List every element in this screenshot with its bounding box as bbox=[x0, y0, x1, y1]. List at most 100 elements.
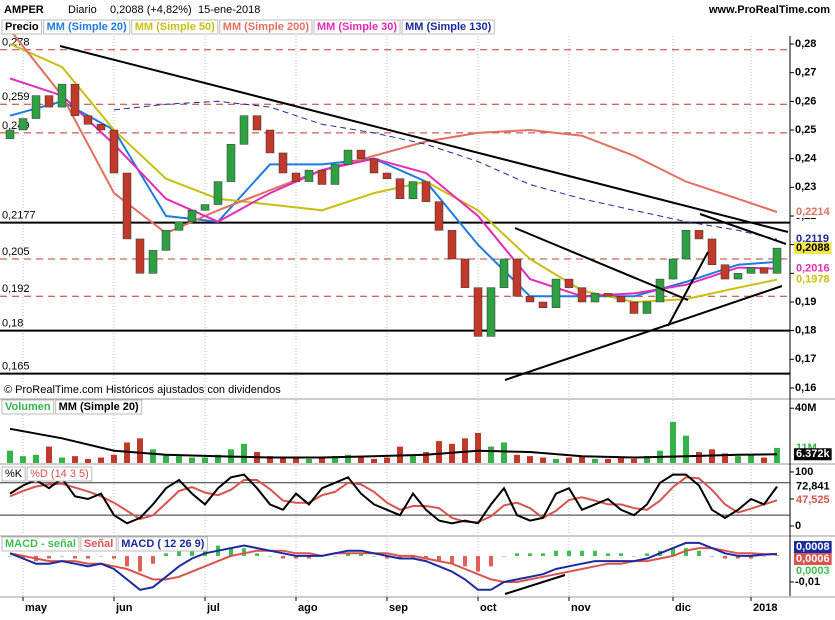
candle bbox=[642, 301, 652, 314]
macd-histogram-bar bbox=[671, 548, 675, 556]
candle bbox=[473, 287, 483, 337]
candle bbox=[213, 181, 223, 205]
legend-box bbox=[1, 19, 43, 35]
candle bbox=[681, 230, 691, 260]
last-value-box bbox=[794, 541, 832, 553]
volume-bar bbox=[462, 438, 468, 463]
last-value-label: 0,0008 bbox=[796, 541, 830, 553]
macd-histogram-bar bbox=[476, 555, 480, 572]
candle bbox=[18, 118, 28, 131]
legend-box bbox=[401, 19, 495, 35]
candle bbox=[57, 83, 67, 108]
trendline bbox=[667, 251, 709, 327]
legend-entry: MM (Simple 130) bbox=[405, 21, 492, 33]
candle bbox=[317, 169, 327, 185]
legend-entry: MM (Simple 50) bbox=[135, 21, 215, 33]
candle bbox=[83, 115, 93, 125]
candle bbox=[369, 158, 379, 174]
moving-average bbox=[113, 100, 778, 240]
volume-bar bbox=[72, 456, 78, 463]
candle bbox=[564, 278, 574, 288]
candle bbox=[629, 301, 639, 314]
volume-bar bbox=[371, 458, 377, 463]
footnote: © ProRealTime.com Históricos ajustados c… bbox=[4, 384, 281, 396]
date: 15-ene-2018 bbox=[198, 4, 260, 16]
macd-histogram-bar bbox=[710, 555, 714, 557]
volume-bar bbox=[85, 458, 91, 463]
volume-bar bbox=[150, 449, 156, 463]
oscillator-line bbox=[9, 473, 778, 525]
x-tick-label: 2018 bbox=[753, 602, 777, 614]
last-value-label: 72,841 bbox=[796, 481, 830, 493]
volume-bar bbox=[683, 435, 689, 463]
volume-bar bbox=[540, 457, 546, 463]
volume-bar bbox=[748, 454, 754, 463]
volume-bar bbox=[527, 456, 533, 463]
candle bbox=[239, 115, 249, 145]
macd-histogram-bar bbox=[619, 553, 623, 556]
macd-histogram-bar bbox=[567, 550, 571, 556]
last-value-box bbox=[794, 565, 832, 577]
candle bbox=[577, 287, 587, 303]
moving-average bbox=[9, 29, 778, 235]
level-label: 0,259 bbox=[2, 91, 30, 103]
volume-bar bbox=[423, 452, 429, 463]
volume-bar bbox=[137, 438, 143, 463]
legend-box bbox=[1, 466, 26, 482]
last-value-label: 0,2214 bbox=[796, 206, 831, 218]
macd-histogram-bar bbox=[502, 555, 506, 557]
volume-bar bbox=[501, 442, 507, 463]
candle bbox=[538, 301, 548, 308]
candle bbox=[187, 210, 197, 222]
y-tick-label: 0,26 bbox=[795, 95, 816, 107]
volume-bar bbox=[20, 456, 26, 463]
level-label: 0,165 bbox=[2, 361, 30, 373]
macd-histogram-bar bbox=[541, 553, 545, 556]
candle bbox=[304, 169, 314, 182]
macd-histogram-bar bbox=[593, 550, 597, 556]
macd-histogram-bar bbox=[450, 555, 454, 564]
volume-bar bbox=[163, 454, 169, 463]
volume-bar bbox=[345, 454, 351, 463]
macd-histogram-bar bbox=[463, 555, 467, 567]
volume-bar bbox=[722, 453, 728, 463]
y-tick-label: -0,01 bbox=[795, 576, 820, 588]
macd-histogram-bar bbox=[632, 555, 636, 557]
macd-histogram-bar bbox=[437, 555, 441, 562]
macd-histogram-bar bbox=[697, 550, 701, 556]
header: AMPER Diario 0,2088 (+4,82%) 15-ene-2018… bbox=[4, 4, 830, 16]
last-value-box bbox=[794, 448, 832, 461]
y-tick-label: 0,17 bbox=[795, 353, 816, 365]
candle bbox=[759, 267, 769, 274]
candle bbox=[356, 149, 366, 159]
oscillator-line bbox=[9, 476, 778, 524]
candle bbox=[746, 267, 756, 274]
macd-histogram-bar bbox=[307, 555, 311, 559]
last-value-box bbox=[794, 494, 832, 507]
volume-bar bbox=[111, 454, 117, 463]
last-value-box bbox=[794, 480, 832, 493]
volume-bar bbox=[33, 454, 39, 463]
legend-entry: MM (Simple 20) bbox=[47, 21, 127, 33]
macd-histogram-bar bbox=[164, 553, 168, 556]
x-tick-label: sep bbox=[389, 602, 408, 614]
macd-histogram-bar bbox=[528, 553, 532, 556]
candle bbox=[408, 181, 418, 200]
macd-histogram-bar bbox=[60, 555, 64, 557]
macd-histogram-bar bbox=[736, 555, 740, 559]
legend-entry: Precio bbox=[5, 21, 39, 33]
macd-histogram-bar bbox=[346, 553, 350, 556]
candle bbox=[733, 273, 743, 280]
candle bbox=[772, 247, 782, 274]
y-tick-label: 100 bbox=[795, 466, 813, 478]
y-tick-label: 0,16 bbox=[795, 382, 816, 394]
macd-histogram-bar bbox=[99, 555, 103, 557]
volume-bar bbox=[670, 421, 676, 463]
volume-bar bbox=[215, 454, 221, 463]
candle bbox=[590, 293, 600, 303]
volume-bar bbox=[306, 458, 312, 463]
legend-box bbox=[131, 19, 219, 35]
candle bbox=[226, 144, 236, 182]
legend-entry: MM (Simple 200) bbox=[223, 21, 310, 33]
